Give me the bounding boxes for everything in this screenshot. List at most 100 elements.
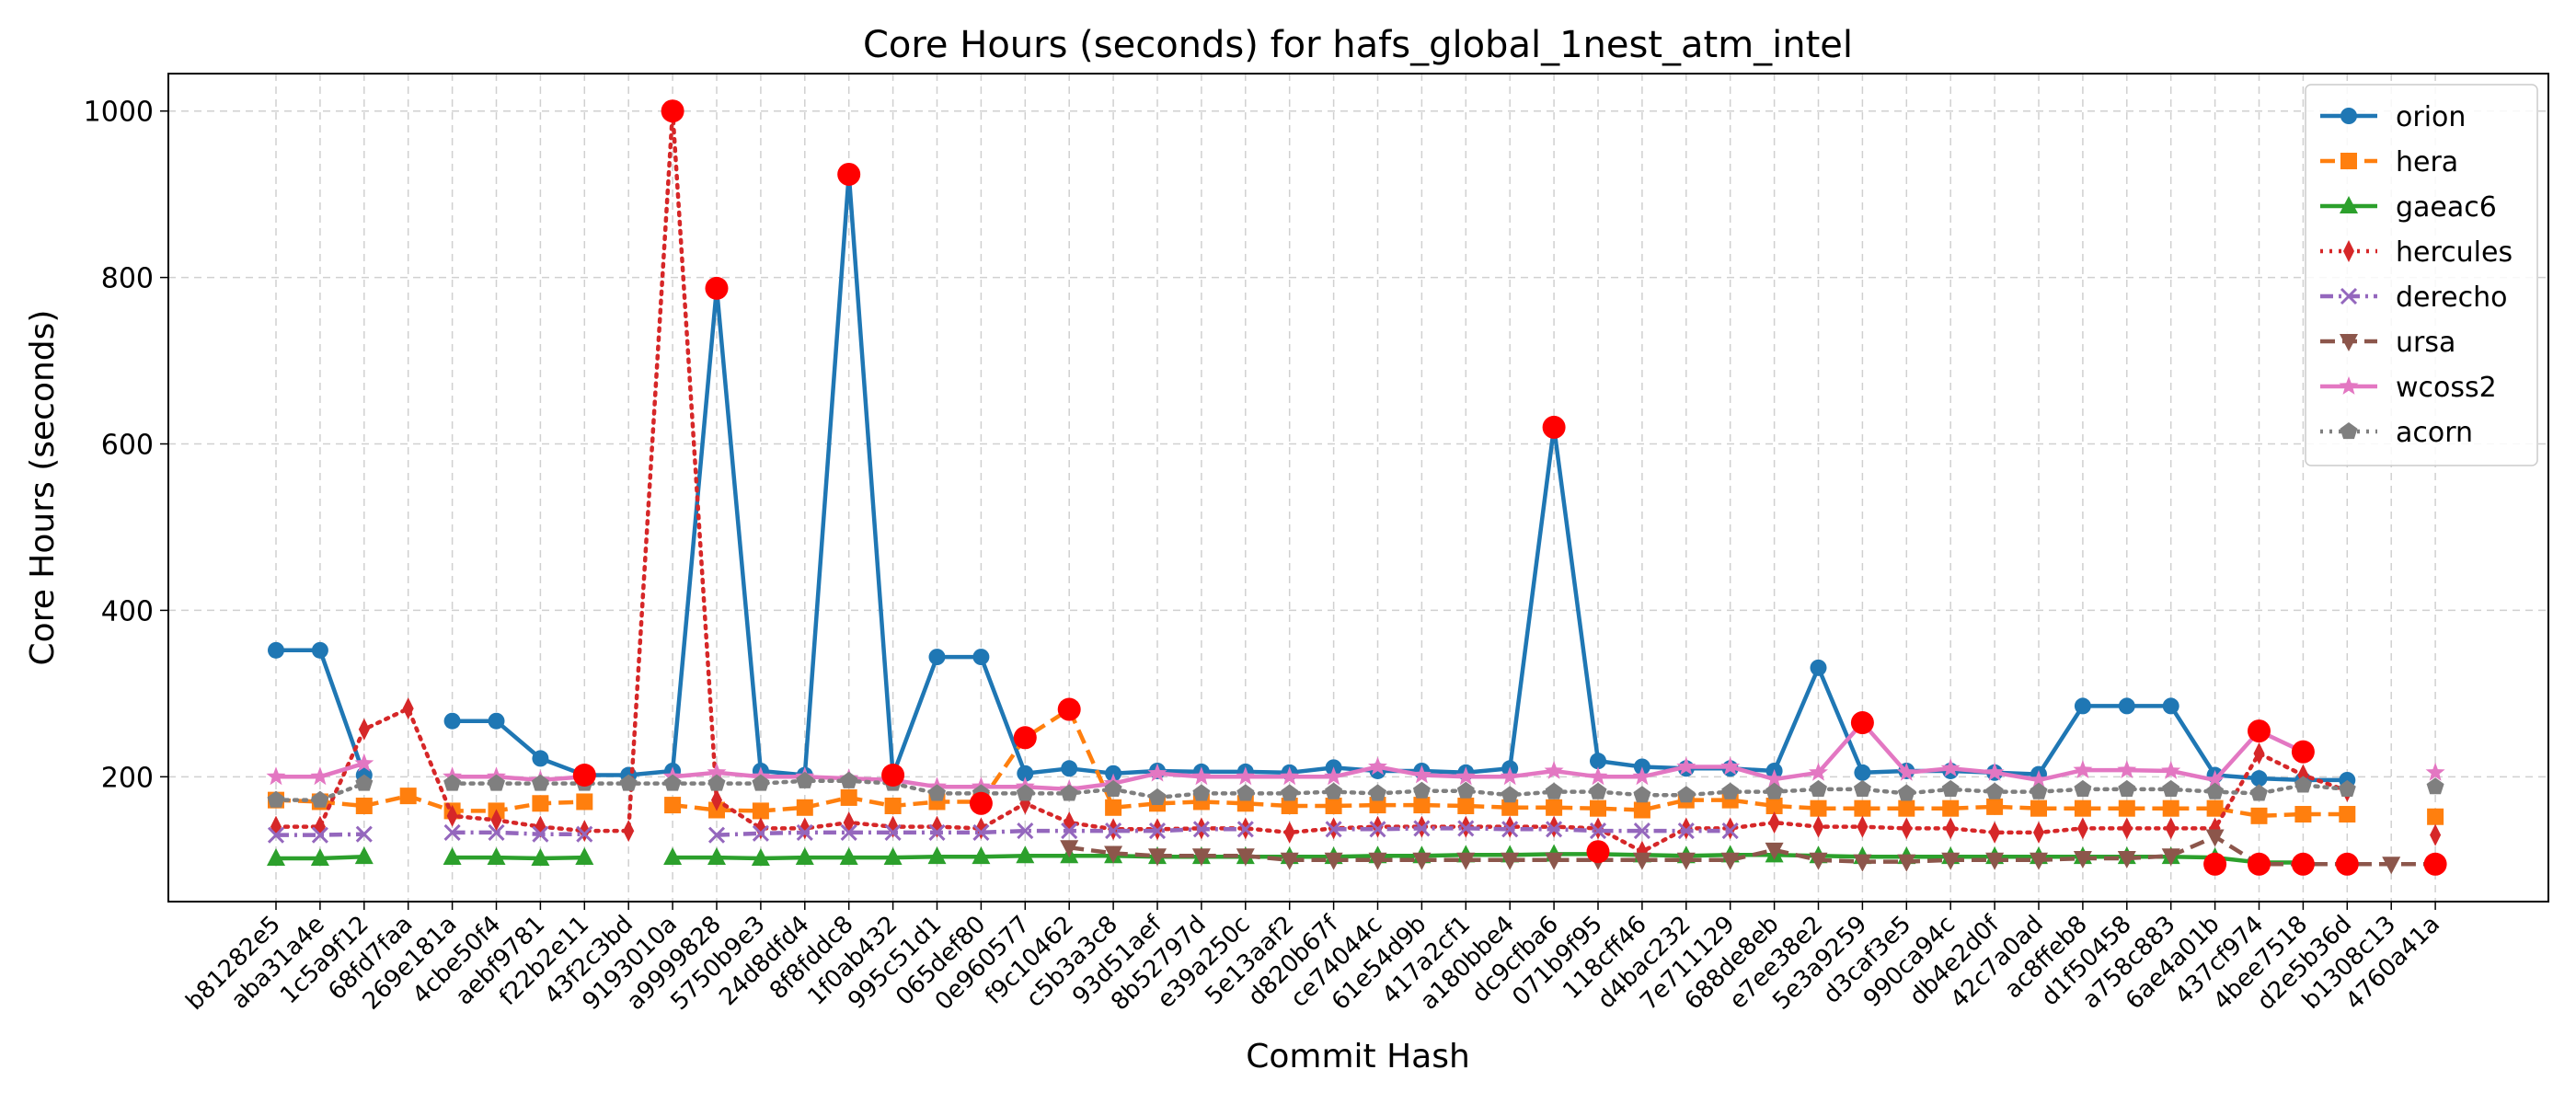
data-point-derecho: [532, 825, 549, 843]
legend-item-ursa: ursa: [2320, 327, 2455, 359]
data-point-acorn: [2118, 779, 2136, 797]
data-point-derecho: [1721, 822, 1739, 840]
highlight-point: [2291, 740, 2315, 764]
data-point-wcoss2: [1984, 762, 2005, 781]
y-tick-label: 1000: [84, 97, 154, 129]
data-point-derecho: [1061, 822, 1078, 840]
data-point-ursa: [1324, 852, 1343, 870]
highlight-layer: [572, 99, 2447, 876]
highlight-point: [969, 791, 993, 815]
data-point-wcoss2: [310, 766, 330, 786]
data-point-orion: [488, 712, 505, 730]
data-point-derecho: [311, 826, 328, 844]
data-point-acorn: [1192, 784, 1211, 801]
data-point-wcoss2: [1588, 766, 1608, 786]
data-point-orion: [1061, 760, 1078, 777]
y-tick-label: 800: [101, 263, 154, 295]
data-point-wcoss2: [1324, 766, 1344, 786]
highlight-point: [2335, 852, 2359, 876]
data-point-acorn: [796, 771, 814, 788]
data-point-acorn: [840, 771, 858, 788]
data-point-wcoss2: [1411, 765, 1432, 784]
legend-marker: [2343, 240, 2354, 262]
data-point-orion: [268, 641, 284, 659]
data-point-hercules: [1812, 815, 1824, 838]
data-point-gaeac6: [443, 847, 462, 866]
data-point-hercules: [1901, 817, 1913, 840]
y-tick-label: 600: [101, 430, 154, 462]
data-point-gaeac6: [795, 847, 814, 866]
data-point-acorn: [1853, 779, 1871, 797]
data-point-orion: [1810, 659, 1827, 676]
data-point-acorn: [752, 774, 770, 791]
data-point-hercules: [1945, 817, 1957, 840]
data-point-hercules: [623, 820, 635, 843]
data-point-orion: [972, 649, 990, 666]
data-point-gaeac6: [839, 847, 858, 866]
data-point-ursa: [1941, 852, 1961, 870]
data-point-derecho: [707, 826, 726, 844]
data-point-hera: [2118, 799, 2135, 817]
data-point-hercules: [2430, 823, 2442, 846]
series-line-derecho: [276, 826, 1731, 837]
data-point-gaeac6: [1016, 845, 1035, 864]
data-point-ursa: [1104, 845, 1123, 864]
data-point-derecho: [884, 823, 902, 841]
highlight-point: [1013, 726, 1037, 750]
data-point-acorn: [1148, 788, 1167, 805]
legend-item-orion: orion: [2320, 101, 2466, 133]
data-point-hera: [1325, 797, 1342, 814]
data-point-wcoss2: [2117, 760, 2137, 778]
data-point-derecho: [1589, 822, 1607, 840]
series-derecho: [267, 820, 1739, 844]
data-point-orion: [2118, 697, 2135, 715]
data-point-wcoss2: [2205, 769, 2225, 788]
data-point-derecho: [1413, 820, 1431, 837]
data-point-acorn: [267, 790, 285, 808]
data-point-hercules: [2076, 817, 2088, 840]
data-point-acorn: [1456, 781, 1475, 799]
legend-item-acorn: acorn: [2320, 417, 2473, 449]
data-point-hera: [2030, 799, 2047, 817]
data-point-hera: [1501, 799, 1519, 816]
chart-title: Core Hours (seconds) for hafs_global_1ne…: [863, 24, 1853, 66]
data-point-orion: [2074, 697, 2091, 715]
data-point-hera: [1765, 797, 1783, 814]
data-point-wcoss2: [2161, 761, 2181, 779]
data-point-acorn: [443, 774, 462, 791]
legend-label: wcoss2: [2396, 372, 2497, 404]
highlight-point: [2248, 852, 2271, 876]
data-point-wcoss2: [1809, 762, 1828, 781]
data-point-acorn: [1369, 784, 1386, 801]
data-point-hercules: [1989, 821, 2001, 844]
data-point-derecho: [1105, 822, 1122, 840]
highlight-point: [572, 764, 596, 788]
data-point-ursa: [1236, 848, 1255, 867]
data-point-acorn: [1325, 782, 1343, 799]
data-point-derecho: [972, 823, 990, 841]
data-point-ursa: [1985, 852, 2005, 870]
data-point-derecho: [796, 823, 813, 841]
highlight-point: [881, 764, 905, 788]
legend-item-hera: hera: [2320, 146, 2458, 178]
data-point-hera: [1546, 799, 1563, 816]
data-point-ursa: [2382, 857, 2401, 875]
data-point-acorn: [1545, 782, 1563, 799]
legend: orion hera gaeac6 hercules derecho ursa wcoss2…: [2305, 84, 2538, 466]
data-point-wcoss2: [1191, 766, 1212, 786]
data-point-wcoss2: [1632, 766, 1652, 786]
data-point-acorn: [2074, 779, 2092, 797]
data-point-ursa: [1501, 852, 1520, 870]
data-point-derecho: [1325, 821, 1342, 838]
data-point-acorn: [1412, 781, 1431, 799]
data-point-hera: [884, 797, 902, 814]
highlight-point: [1850, 711, 1874, 735]
data-point-orion: [443, 712, 461, 730]
data-point-derecho: [1677, 822, 1695, 840]
data-point-hera: [796, 799, 813, 816]
data-point-ursa: [1897, 854, 1916, 872]
data-point-acorn: [707, 774, 726, 791]
data-point-derecho: [1457, 820, 1475, 837]
data-point-acorn: [1501, 786, 1519, 803]
data-point-wcoss2: [1544, 761, 1564, 779]
